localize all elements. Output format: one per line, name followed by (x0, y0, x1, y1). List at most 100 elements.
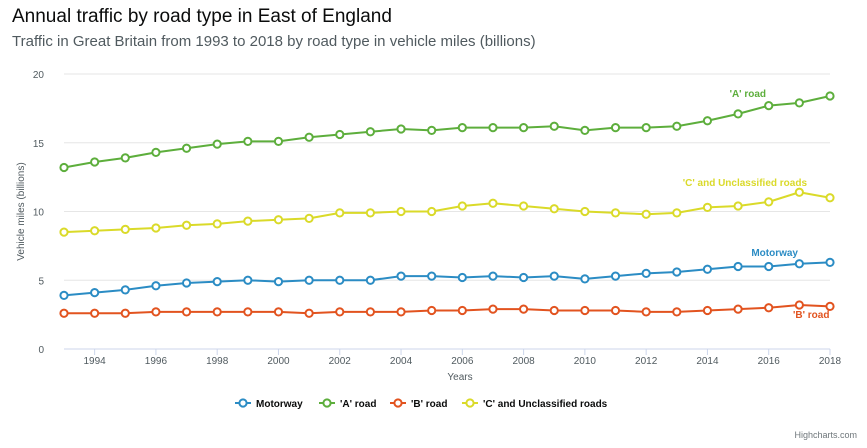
data-point[interactable] (733, 109, 743, 119)
data-point[interactable] (273, 136, 284, 146)
data-point[interactable] (702, 305, 713, 316)
data-point[interactable] (580, 206, 590, 217)
data-point[interactable] (365, 275, 375, 285)
data-point[interactable] (59, 290, 69, 300)
data-point[interactable] (672, 307, 682, 317)
data-point[interactable] (825, 301, 835, 311)
data-point[interactable] (764, 261, 774, 272)
data-point[interactable] (396, 206, 406, 217)
data-point[interactable] (212, 139, 222, 149)
data-point[interactable] (90, 288, 100, 298)
legend-item[interactable]: 'C' and Unclassified roads (462, 398, 608, 410)
data-point[interactable] (549, 305, 559, 316)
data-point[interactable] (733, 201, 743, 211)
data-point[interactable] (335, 208, 345, 218)
data-point[interactable] (672, 208, 682, 218)
data-point[interactable] (212, 219, 222, 229)
data-point[interactable] (641, 268, 651, 278)
data-point[interactable] (304, 132, 314, 142)
data-point[interactable] (488, 198, 498, 208)
data-point[interactable] (120, 153, 130, 163)
data-point[interactable] (181, 278, 192, 288)
data-point[interactable] (90, 157, 100, 167)
data-point[interactable] (702, 202, 713, 212)
data-point[interactable] (825, 257, 835, 267)
data-point[interactable] (181, 307, 192, 317)
data-point[interactable] (610, 208, 621, 218)
data-point[interactable] (764, 101, 774, 111)
data-point[interactable] (672, 121, 682, 131)
data-point[interactable] (151, 281, 161, 291)
legend-item[interactable]: 'B' road (390, 398, 447, 410)
data-point[interactable] (151, 147, 161, 157)
data-point[interactable] (90, 308, 100, 318)
data-point[interactable] (120, 224, 130, 234)
data-point[interactable] (549, 271, 559, 281)
data-point[interactable] (212, 307, 222, 317)
data-point[interactable] (396, 307, 406, 317)
data-point[interactable] (519, 201, 529, 211)
data-point[interactable] (794, 259, 804, 269)
data-point[interactable] (610, 123, 621, 133)
data-point[interactable] (273, 307, 284, 317)
data-point[interactable] (733, 261, 743, 272)
data-point[interactable] (457, 123, 467, 133)
data-point[interactable] (59, 308, 69, 318)
data-point[interactable] (365, 208, 375, 218)
data-point[interactable] (733, 304, 743, 314)
data-point[interactable] (488, 304, 498, 314)
data-point[interactable] (427, 125, 437, 135)
data-point[interactable] (243, 275, 253, 285)
data-point[interactable] (672, 267, 682, 277)
data-point[interactable] (365, 307, 375, 317)
data-point[interactable] (120, 308, 130, 318)
data-point[interactable] (181, 143, 192, 153)
data-point[interactable] (273, 215, 284, 225)
data-point[interactable] (304, 275, 314, 285)
data-point[interactable] (304, 308, 314, 318)
data-point[interactable] (580, 305, 590, 316)
data-point[interactable] (212, 277, 222, 287)
data-point[interactable] (702, 116, 713, 126)
data-point[interactable] (794, 300, 804, 310)
data-point[interactable] (457, 201, 467, 211)
data-point[interactable] (702, 264, 713, 274)
legend-item[interactable]: Motorway (235, 398, 303, 410)
data-point[interactable] (427, 305, 437, 316)
data-point[interactable] (151, 223, 161, 233)
data-point[interactable] (794, 187, 804, 197)
data-point[interactable] (304, 213, 314, 223)
data-point[interactable] (335, 129, 345, 140)
data-point[interactable] (335, 307, 345, 317)
data-point[interactable] (794, 98, 804, 108)
data-point[interactable] (243, 216, 253, 226)
data-point[interactable] (488, 123, 498, 133)
credits-link[interactable]: Highcharts.com (794, 430, 857, 440)
data-point[interactable] (457, 305, 467, 316)
data-point[interactable] (365, 127, 375, 137)
data-point[interactable] (120, 285, 130, 295)
data-point[interactable] (243, 136, 253, 146)
data-point[interactable] (610, 271, 621, 281)
data-point[interactable] (580, 125, 590, 135)
data-point[interactable] (825, 193, 835, 203)
data-point[interactable] (764, 303, 774, 313)
data-point[interactable] (641, 123, 651, 133)
data-point[interactable] (825, 91, 835, 101)
data-point[interactable] (641, 307, 651, 317)
data-point[interactable] (519, 272, 529, 283)
data-point[interactable] (580, 274, 590, 284)
legend-item[interactable]: 'A' road (319, 398, 376, 410)
data-point[interactable] (457, 272, 467, 283)
data-point[interactable] (273, 277, 284, 287)
data-point[interactable] (59, 162, 69, 173)
data-point[interactable] (764, 197, 774, 207)
data-point[interactable] (181, 220, 192, 230)
data-point[interactable] (519, 304, 529, 314)
data-point[interactable] (549, 121, 559, 131)
data-point[interactable] (519, 123, 529, 133)
data-point[interactable] (549, 204, 559, 214)
data-point[interactable] (427, 271, 437, 281)
data-point[interactable] (90, 226, 100, 236)
data-point[interactable] (610, 305, 621, 316)
